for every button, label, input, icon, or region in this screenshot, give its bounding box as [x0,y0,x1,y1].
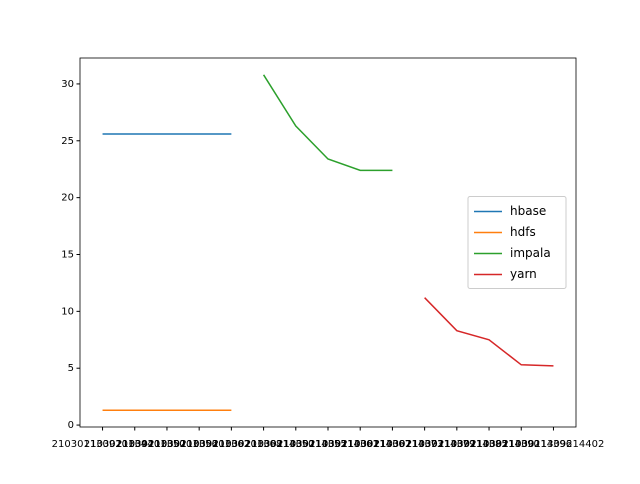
y-tick-label: 0 [68,420,74,431]
legend-label: hdfs [510,225,536,239]
x-tick-label: 2103011309214367 [309,439,411,450]
x-tick-label: 2103011309214402 [503,439,605,450]
x-tick-label: 2103011309214379 [374,439,476,450]
legend-box [467,196,567,289]
legend-label: yarn [510,267,537,281]
x-tick-label: 2103011309214361 [277,439,379,450]
y-tick-label: 10 [61,306,74,317]
x-tick-label: 2103011309201368 [180,439,282,450]
y-tick-label: 5 [68,363,74,374]
legend-label: impala [510,246,551,260]
y-tick-label: 25 [61,136,74,147]
x-tick-label: 2103011309214355 [245,439,347,450]
y-tick-label: 20 [61,193,74,204]
x-tick-label: 2103011309201356 [116,439,218,450]
y-tick-label: 15 [61,249,74,260]
y-tick-label: 30 [61,79,74,90]
plot-frame [79,57,577,428]
x-tick-label: 2103011309214396 [470,439,572,450]
x-tick-label: 2103011309201362 [148,439,250,450]
x-tick-label: 2103011309214385 [406,439,508,450]
line [424,297,554,367]
x-tick-label: 2103011309214350 [213,439,315,450]
legend-label: hbase [510,204,546,218]
x-tick-label: 2103011309201344 [52,439,154,450]
x-tick-label: 2103011309201350 [84,439,186,450]
x-tick-label: 2103011309214373 [342,439,444,450]
line [262,74,393,172]
x-tick-label: 2103011309214390 [438,439,540,450]
